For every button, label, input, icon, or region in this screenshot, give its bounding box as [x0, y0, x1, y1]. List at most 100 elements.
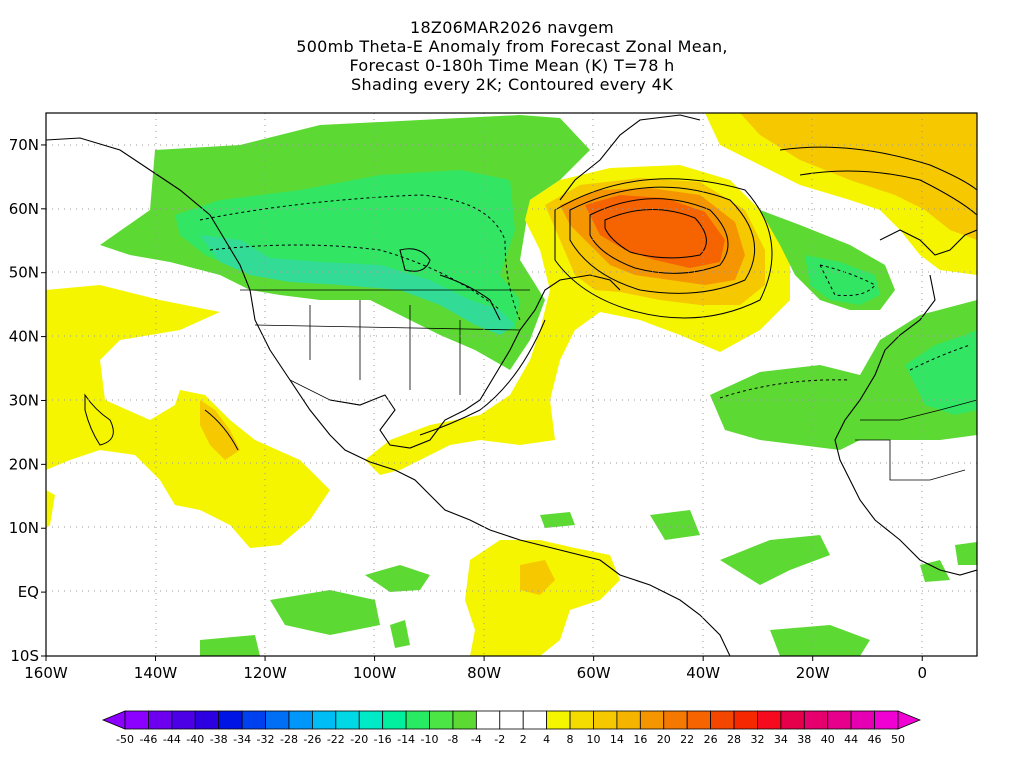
- colorbar-swatch: [546, 710, 571, 730]
- warm-anomaly-northeast-gold: [740, 113, 977, 240]
- lat-tick-label: 10N: [9, 519, 39, 537]
- colorbar-swatch: [663, 710, 688, 730]
- title-forecast: Forecast 0-180h Time Mean (K) T=78 h: [349, 56, 675, 75]
- colorbar-label: 40: [821, 733, 835, 746]
- colorbar-swatch: [757, 710, 782, 730]
- cold-anomaly-equatorial-2: [270, 590, 380, 635]
- colorbar-label: 44: [844, 733, 858, 746]
- colorbar-label: -20: [350, 733, 368, 746]
- latitude-axis: 70N 60N 50N 40N 30N 20N 10N EQ 10S: [9, 136, 46, 665]
- colorbar-swatch: [405, 710, 430, 730]
- lon-tick-label: 120W: [243, 664, 287, 682]
- colorbar-swatch: [265, 710, 290, 730]
- colorbar-label: -38: [210, 733, 228, 746]
- colorbar-label: -50: [116, 733, 134, 746]
- colorbar-swatch: [452, 710, 477, 730]
- colorbar-label: 16: [633, 733, 647, 746]
- lat-tick-label: 40N: [9, 328, 39, 346]
- colorbar-swatch: [710, 710, 735, 730]
- colorbar-label: -34: [233, 733, 251, 746]
- map-title: 18Z06MAR2026 navgem 500mb Theta-E Anomal…: [0, 18, 1024, 94]
- lat-tick-label: 50N: [9, 264, 39, 282]
- plot-frame: [45, 112, 978, 657]
- title-date-model: 18Z06MAR2026 navgem: [409, 18, 615, 37]
- dashed-contour-lines: [199, 194, 971, 399]
- colorbar-swatch: [311, 710, 337, 730]
- warm-anomaly-pacific: [46, 285, 330, 548]
- coastlines: [46, 114, 977, 656]
- colorbar-label: -44: [163, 733, 181, 746]
- colorbar-label: 10: [586, 733, 600, 746]
- cold-anomaly-equatorial-5: [650, 510, 700, 540]
- colorbar-label: 20: [657, 733, 671, 746]
- colorbar-label: -46: [139, 733, 157, 746]
- lat-tick-label: EQ: [18, 583, 39, 601]
- colorbar-swatch: [874, 710, 899, 730]
- colorbar-label: 28: [727, 733, 741, 746]
- cold-anomaly-equatorial-4: [770, 625, 870, 656]
- cold-anomaly-equatorial-10: [390, 620, 410, 648]
- colorbar-label: 22: [680, 733, 694, 746]
- colorbar-swatch: [593, 710, 618, 730]
- colorbar-label: 46: [868, 733, 882, 746]
- cold-anomaly-teal: [200, 235, 515, 335]
- lon-tick-label: 20W: [796, 664, 830, 682]
- warm-anomaly-pacific-gold: [200, 400, 240, 460]
- colorbar-swatch: [827, 710, 852, 730]
- warm-anomaly-south-america-gold: [520, 560, 555, 595]
- colorbar-swatch: [429, 710, 454, 730]
- colorbar-label: 32: [750, 733, 764, 746]
- colorbar-label: -28: [280, 733, 298, 746]
- longitude-axis: 160W 140W 120W 100W 80W 60W 40W 20W 0: [24, 656, 927, 682]
- cold-anomaly-equatorial-6: [920, 560, 950, 582]
- lat-tick-label: 20N: [9, 455, 39, 473]
- title-shading: Shading every 2K; Contoured every 4K: [351, 75, 673, 94]
- lat-tick-label: 70N: [9, 136, 39, 154]
- colorbar-swatch: [803, 710, 829, 730]
- colorbar-swatch: [241, 710, 266, 730]
- colorbar-label: 14: [610, 733, 624, 746]
- lat-tick-label: 10S: [10, 647, 39, 665]
- colorbar-swatch: [499, 710, 524, 730]
- colorbar: -50 -46 -44 -40 -38 -34 -32 -28 -26 -22 -20 -16 -14-…: [101, 710, 922, 746]
- colorbar-label: 38: [797, 733, 811, 746]
- colorbar-label: 8: [567, 733, 574, 746]
- warm-anomaly-south-america: [465, 540, 620, 656]
- cold-anomaly-equatorial-9: [200, 635, 260, 656]
- colorbar-label: -2: [494, 733, 505, 746]
- colorbar-label: 2: [520, 733, 527, 746]
- colorbar-swatch: [194, 710, 220, 730]
- colorbar-swatch: [382, 710, 407, 730]
- colorbar-swatch: [522, 710, 548, 730]
- colorbar-label: 34: [774, 733, 788, 746]
- colorbar-max-arrow: [897, 710, 922, 730]
- lon-tick-label: 0: [917, 664, 927, 682]
- lat-tick-label: 30N: [9, 391, 39, 409]
- colorbar-label: -40: [186, 733, 204, 746]
- colorbar-swatch: [569, 710, 594, 730]
- colorbar-label: -26: [303, 733, 321, 746]
- colorbar-swatch: [335, 710, 360, 730]
- colorbar-swatch: [686, 710, 712, 730]
- cold-anomaly-subtropical: [710, 300, 977, 450]
- colorbar-swatch: [733, 710, 758, 730]
- lon-tick-label: 160W: [24, 664, 68, 682]
- colorbar-swatch: [124, 710, 149, 730]
- lat-tick-label: 60N: [9, 200, 39, 218]
- lon-tick-label: 140W: [134, 664, 178, 682]
- colorbar-swatch: [850, 710, 875, 730]
- colorbar-swatch: [218, 710, 243, 730]
- colorbar-swatch: [639, 710, 665, 730]
- cold-anomaly-equatorial-3: [720, 535, 830, 585]
- lon-tick-label: 80W: [467, 664, 501, 682]
- colorbar-swatch: [171, 710, 196, 730]
- lon-tick-label: 40W: [686, 664, 720, 682]
- graticule: [46, 113, 977, 656]
- colorbar-swatch: [358, 710, 384, 730]
- title-variable: 500mb Theta-E Anomaly from Forecast Zona…: [296, 37, 728, 56]
- colorbar-label: -14: [397, 733, 415, 746]
- cold-anomaly-equatorial-1: [365, 565, 430, 592]
- cold-anomaly-equatorial-8: [540, 512, 575, 528]
- colorbar-label: -16: [374, 733, 392, 746]
